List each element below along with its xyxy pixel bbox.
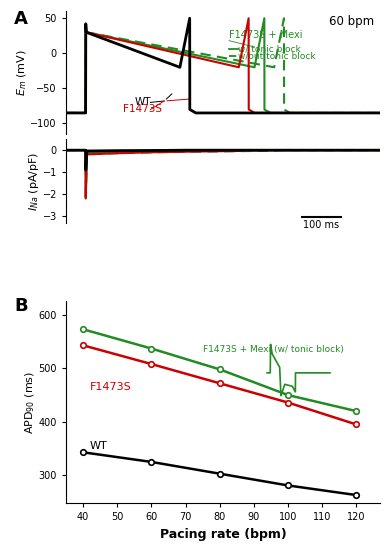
Text: B: B bbox=[14, 297, 28, 315]
Text: F1473S: F1473S bbox=[90, 382, 132, 392]
Y-axis label: $I_{Na}$ (pA/pF): $I_{Na}$ (pA/pF) bbox=[27, 151, 41, 211]
Text: F1473S: F1473S bbox=[123, 103, 162, 113]
Text: WT: WT bbox=[134, 97, 151, 107]
Text: w/ tonic block: w/ tonic block bbox=[238, 45, 301, 54]
Text: F1473S + Mexi: F1473S + Mexi bbox=[229, 30, 303, 40]
Y-axis label: $E_m$ (mV): $E_m$ (mV) bbox=[16, 49, 29, 96]
Text: w/out tonic block: w/out tonic block bbox=[238, 51, 316, 60]
Text: 60 bpm: 60 bpm bbox=[329, 15, 374, 28]
Text: 100 ms: 100 ms bbox=[303, 220, 340, 230]
Y-axis label: APD$_{90}$ (ms): APD$_{90}$ (ms) bbox=[23, 371, 37, 434]
Text: F1473S + Mexi (w/ tonic block): F1473S + Mexi (w/ tonic block) bbox=[203, 345, 343, 354]
X-axis label: Pacing rate (bpm): Pacing rate (bpm) bbox=[160, 528, 286, 541]
Text: A: A bbox=[14, 10, 28, 28]
Text: WT: WT bbox=[90, 440, 107, 451]
